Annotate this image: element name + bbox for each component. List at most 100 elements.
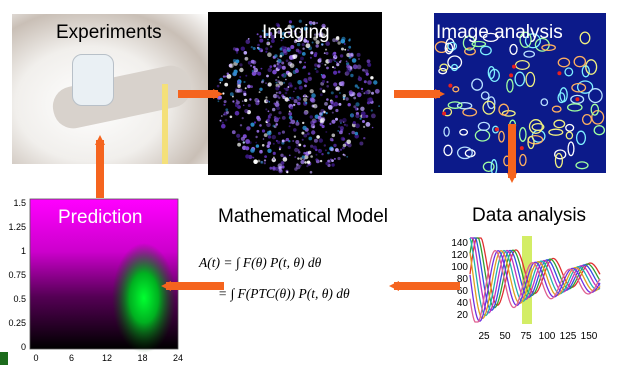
- microscopy-dot: [315, 70, 319, 74]
- cell-outline: [490, 159, 498, 173]
- microscopy-dot: [285, 78, 287, 81]
- microscopy-dot: [281, 61, 285, 65]
- cell-outline: [474, 129, 491, 142]
- microscopy-dot: [235, 89, 239, 93]
- microscopy-dot: [277, 64, 282, 70]
- microscopy-dot: [286, 171, 289, 174]
- microscopy-dot: [250, 122, 255, 127]
- microscopy-dot: [246, 126, 251, 131]
- microscopy-dot: [343, 123, 346, 126]
- cell-outline: [471, 40, 487, 48]
- microscopy-dot: [351, 58, 357, 63]
- microscopy-dot: [337, 41, 341, 45]
- microscopy-dot: [299, 60, 302, 64]
- microscopy-dot: [287, 145, 291, 150]
- microscopy-dot: [362, 68, 365, 72]
- microscopy-dot: [283, 81, 286, 84]
- microscopy-dot: [261, 129, 266, 133]
- cell-marker: [575, 97, 580, 102]
- microscopy-dot: [235, 103, 239, 108]
- cell-outline: [456, 146, 473, 160]
- microscopy-dot: [252, 156, 255, 159]
- microscopy-dot: [365, 72, 369, 76]
- microscopy-dot: [224, 75, 227, 78]
- x-tick-label: 6: [69, 353, 74, 363]
- y-tick-label: 140: [451, 238, 468, 249]
- microscopy-dot: [352, 121, 356, 125]
- microscopy-dot: [264, 159, 266, 162]
- cell-outline: [450, 63, 459, 72]
- microscopy-dot: [239, 76, 242, 78]
- microscopy-dot: [332, 66, 334, 69]
- series-line: [470, 237, 601, 314]
- microscopy-dot: [305, 80, 308, 83]
- microscopy-dot: [279, 168, 282, 172]
- cell-marker: [557, 71, 562, 76]
- microscopy-dot: [327, 105, 333, 110]
- microscopy-dot: [276, 63, 279, 66]
- microscopy-dot: [234, 110, 240, 116]
- microscopy-dot: [333, 51, 337, 55]
- image-analysis-panel: [434, 13, 606, 173]
- microscopy-dot: [356, 108, 359, 110]
- label-prediction: Prediction: [58, 207, 143, 228]
- microscopy-dot: [317, 115, 322, 120]
- cell-outline: [579, 31, 591, 45]
- microscopy-dot: [278, 30, 281, 33]
- tube: [162, 84, 168, 164]
- y-tick-label: 100: [451, 262, 468, 273]
- x-tick-label: 100: [539, 331, 556, 342]
- microscopy-dot: [298, 143, 302, 147]
- microscopy-dot: [253, 68, 257, 72]
- cell-outline: [498, 103, 510, 116]
- microscopy-dot: [308, 136, 313, 141]
- microscopy-dot: [263, 162, 266, 165]
- microscopy-dot: [277, 85, 281, 88]
- microscopy-dot: [351, 130, 355, 135]
- microscopy-dot: [232, 100, 235, 103]
- cell-outline: [540, 98, 549, 107]
- microscopy-dot: [222, 75, 226, 78]
- microscopy-dot: [314, 63, 318, 67]
- microscopy-dot: [263, 133, 268, 137]
- series-line: [469, 249, 601, 322]
- microscopy-dot: [281, 31, 286, 36]
- microscopy-dot: [348, 90, 353, 95]
- microscopy-dot: [344, 48, 347, 51]
- microscopy-dot: [318, 63, 321, 66]
- microscopy-dot: [310, 155, 313, 158]
- microscopy-dot: [355, 113, 360, 119]
- microscopy-dot: [331, 163, 335, 167]
- microscopy-dot: [257, 100, 260, 103]
- microscopy-dot: [240, 46, 245, 51]
- microscopy-dot: [322, 89, 326, 93]
- microscopy-dot: [258, 91, 261, 94]
- microscopy-dot: [303, 158, 306, 161]
- microscopy-dot: [342, 146, 345, 150]
- microscopy-dot: [274, 54, 278, 58]
- cell-outline: [541, 44, 556, 52]
- microscopy-dot: [335, 117, 338, 121]
- microscopy-dot: [267, 141, 272, 146]
- microscopy-dot: [360, 106, 365, 112]
- microscopy-dot: [321, 74, 326, 79]
- cell-outline: [443, 144, 453, 157]
- microscopy-dot: [275, 123, 278, 126]
- microscopy-dot: [304, 161, 307, 164]
- label-imaging: Imaging: [262, 22, 330, 43]
- cell-outline: [452, 86, 460, 93]
- microscopy-dot: [270, 34, 276, 40]
- microscopy-dot: [226, 72, 229, 75]
- microscopy-dot: [354, 84, 358, 88]
- cell-outline: [514, 59, 530, 71]
- microscopy-dot: [335, 40, 338, 42]
- series-line: [470, 237, 601, 311]
- microscopy-dot: [294, 87, 297, 90]
- glove-hand: [49, 61, 195, 133]
- experiments-photo: [12, 14, 208, 164]
- microscopy-dot: [303, 26, 308, 31]
- microscopy-dot: [219, 77, 224, 82]
- microscopy-dot: [217, 100, 220, 103]
- microscopy-dot: [279, 54, 283, 58]
- y-tick-label: 120: [451, 250, 468, 261]
